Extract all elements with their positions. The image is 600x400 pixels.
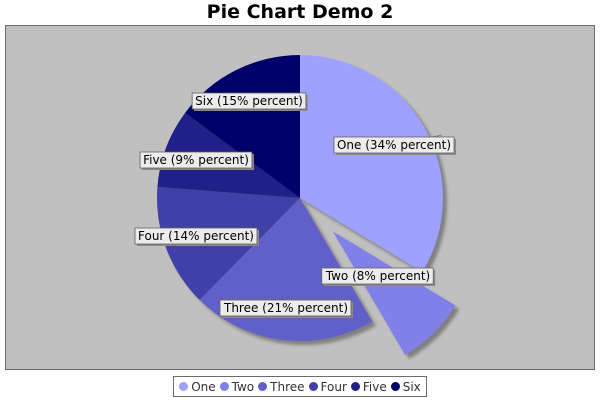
svg-text:Two (8% percent): Two (8% percent) [325,269,431,283]
slice-label-four: Four (14% percent) [134,227,259,246]
legend-swatch-five [350,382,360,391]
svg-text:Six (15% percent): Six (15% percent) [195,94,303,108]
legend-item-one: One [179,379,216,394]
svg-text:Four (14% percent): Four (14% percent) [138,229,254,243]
legend-item-two: Two [219,379,255,394]
legend-swatch-three [258,382,268,391]
legend-item-six: Six [390,379,421,394]
legend-swatch-four [308,382,318,391]
legend-label-six: Six [402,379,421,394]
svg-text:One (34% percent): One (34% percent) [337,138,451,152]
pie-slice-one [300,55,444,273]
pie-slice-six [185,55,300,198]
legend-swatch-six [390,382,400,391]
legend-label-four: Four [320,379,347,394]
pie-slice-two [332,231,456,355]
slice-labels: One (34% percent) Two (8% percent) Three (… [134,92,457,318]
legend-swatch-one [179,382,189,391]
slice-label-one: One (34% percent) [333,136,457,155]
svg-text:Three (21% percent): Three (21% percent) [223,301,348,315]
slice-label-six: Six (15% percent) [191,92,308,111]
slice-label-five: Five (9% percent) [139,151,254,170]
legend-swatch-two [219,382,229,391]
legend-item-four: Four [308,379,347,394]
legend: One Two Three Four Five Six [173,376,427,397]
legend-label-five: Five [362,379,387,394]
svg-text:Five (9% percent): Five (9% percent) [143,153,249,167]
slice-label-two: Two (8% percent) [321,267,436,286]
legend-item-five: Five [350,379,387,394]
legend-label-two: Two [231,379,255,394]
legend-label-three: Three [270,379,305,394]
chart-title: Pie Chart Demo 2 [206,1,394,23]
legend-label-one: One [191,379,216,394]
slice-label-three: Three (21% percent) [219,299,353,318]
legend-item-three: Three [258,379,305,394]
